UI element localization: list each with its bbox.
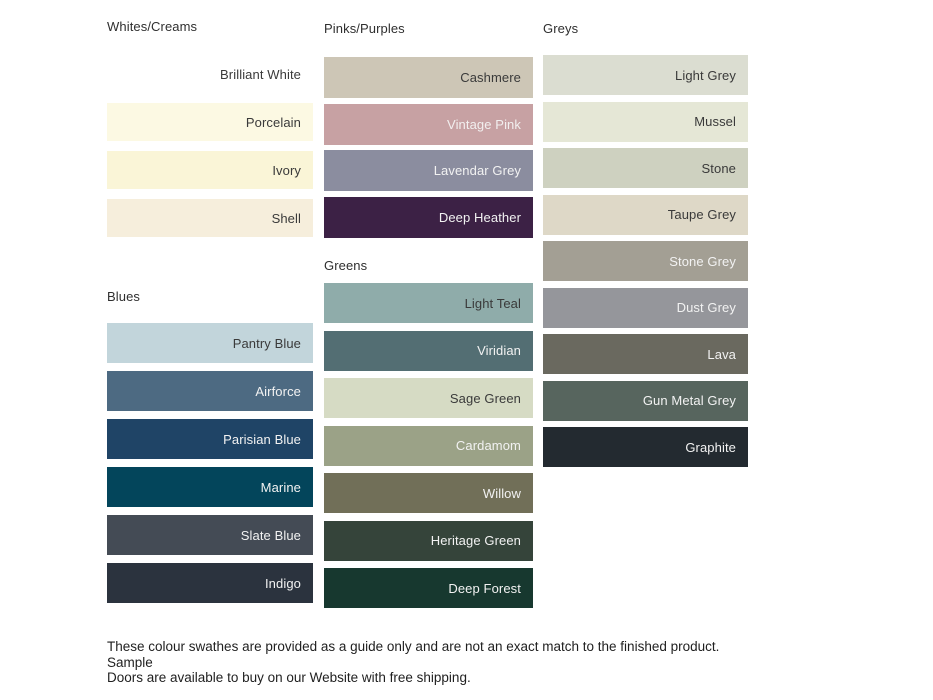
swatch-lava: Lava (543, 334, 748, 374)
swatch-slate-blue: Slate Blue (107, 515, 313, 555)
swatch-label: Vintage Pink (447, 116, 521, 132)
swatch-label: Parisian Blue (223, 431, 301, 447)
swatch-label: Sage Green (449, 390, 521, 406)
swatch-taupe-grey: Taupe Grey (543, 194, 748, 235)
swatch-label: Indigo (264, 575, 301, 591)
swatch-label: Taupe Grey (667, 207, 736, 222)
swatch-light-grey: Light Grey (543, 55, 748, 95)
swatch-airforce: Airforce (107, 371, 313, 411)
swatch-cardamom: Cardamom (324, 425, 533, 466)
swatch-cashmere: Cashmere (324, 57, 533, 98)
swatch-parisian-blue: Parisian Blue (107, 419, 313, 459)
swatch-stack-blues: Pantry Blue Airforce Parisian Blue Marin… (107, 323, 313, 611)
swatch-shell: Shell (107, 199, 313, 237)
swatch-marine: Marine (107, 467, 313, 507)
section-blues: Blues Pantry Blue Airforce Parisian Blue… (107, 290, 313, 611)
section-title-greens: Greens (324, 258, 368, 273)
swatch-label: Ivory (272, 162, 301, 178)
swatch-label: Marine (260, 479, 301, 495)
swatch-label: Slate Blue (240, 527, 301, 543)
swatch-label: Viridian (477, 343, 521, 358)
swatch-label: Gun Metal Grey (642, 393, 736, 408)
swatch-light-teal: Light Teal (324, 283, 533, 323)
swatch-label: Cardamom (455, 438, 521, 453)
swatch-label: Lavendar Grey (433, 163, 521, 178)
swatch-label: Shell (271, 210, 301, 226)
section-title-greys: Greys (543, 21, 579, 36)
swatch-stack-pinks: Cashmere Vintage Pink Lavendar Grey Deep… (324, 57, 533, 243)
swatch-viridian: Viridian (324, 330, 533, 371)
section-pinks-purples: Pinks/Purples Cashmere Vintage Pink Lave… (324, 22, 533, 243)
swatch-label: Pantry Blue (232, 335, 301, 351)
swatch-label: Deep Heather (438, 209, 521, 225)
swatch-deep-forest: Deep Forest (324, 568, 533, 608)
swatch-label: Dust Grey (676, 300, 736, 315)
swatch-label: Porcelain (245, 114, 301, 130)
swatch-stack-greys: Light Grey Mussel Stone Taupe Grey Stone… (543, 55, 748, 474)
swatch-label: Graphite (685, 439, 736, 455)
swatch-label: Deep Forest (448, 580, 521, 596)
swatch-label: Light Grey (675, 67, 736, 83)
swatch-label: Light Teal (464, 295, 521, 311)
swatch-brilliant-white: Brilliant White (107, 55, 313, 93)
swatch-stone: Stone (543, 148, 748, 188)
section-title-whites-creams: Whites/Creams (107, 19, 198, 34)
swatch-gun-metal-grey: Gun Metal Grey (543, 380, 748, 421)
swatch-pantry-blue: Pantry Blue (107, 323, 313, 363)
swatch-heritage-green: Heritage Green (324, 520, 533, 561)
section-title-pinks-purples: Pinks/Purples (324, 21, 405, 36)
swatch-willow: Willow (324, 473, 533, 513)
section-whites-creams: Whites/Creams Brilliant White Porcelain … (107, 20, 313, 247)
swatch-porcelain: Porcelain (107, 103, 313, 141)
swatch-mussel: Mussel (543, 101, 748, 142)
section-title-blues: Blues (107, 289, 141, 304)
swatch-vintage-pink: Vintage Pink (324, 103, 533, 145)
swatch-label: Heritage Green (430, 533, 521, 548)
swatch-indigo: Indigo (107, 563, 313, 603)
swatch-label: Brilliant White (220, 66, 301, 82)
swatch-label: Lava (707, 346, 736, 362)
swatch-graphite: Graphite (543, 427, 748, 467)
disclaimer-line-2: Doors are available to buy on our Websit… (107, 670, 471, 685)
swatch-stack-greens: Light Teal Viridian Sage Green Cardamom … (324, 283, 533, 616)
section-greens: Greens Light Teal Viridian Sage Green Ca… (324, 259, 533, 616)
swatch-label: Cashmere (460, 70, 521, 85)
swatch-label: Mussel (694, 114, 736, 129)
swatch-stack-whites: Brilliant White Porcelain Ivory Shell (107, 55, 313, 247)
swatch-sage-green: Sage Green (324, 378, 533, 418)
swatch-label: Willow (482, 485, 521, 501)
disclaimer-text: These colour swathes are provided as a g… (107, 639, 767, 686)
swatch-stone-grey: Stone Grey (543, 241, 748, 281)
disclaimer-line-1: These colour swathes are provided as a g… (107, 639, 727, 670)
swatch-dust-grey: Dust Grey (543, 287, 748, 328)
section-greys: Greys Light Grey Mussel Stone Taupe Grey… (543, 22, 748, 474)
swatch-label: Stone (701, 160, 736, 176)
swatch-label: Airforce (255, 383, 301, 399)
swatch-label: Stone Grey (669, 253, 736, 269)
swatch-ivory: Ivory (107, 151, 313, 189)
swatch-deep-heather: Deep Heather (324, 196, 533, 238)
swatch-lavendar-grey: Lavendar Grey (324, 150, 533, 191)
